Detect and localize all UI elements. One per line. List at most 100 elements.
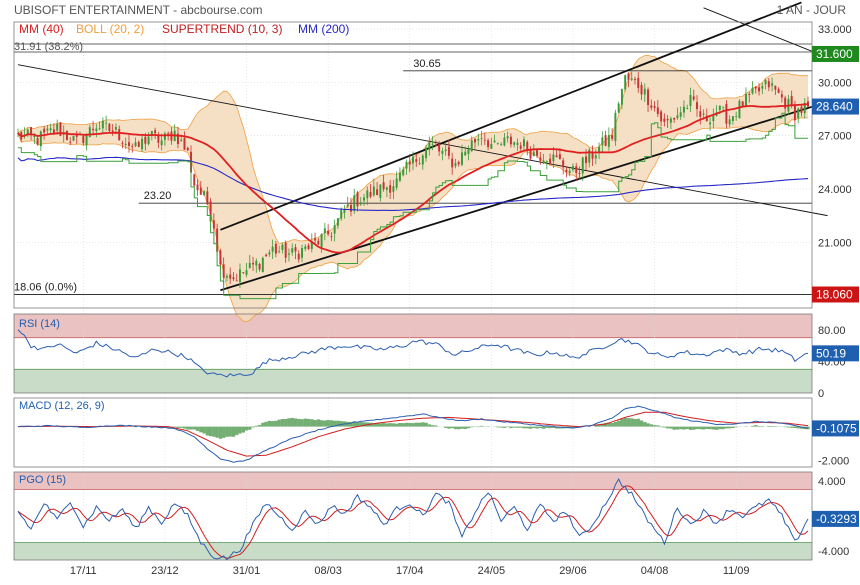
macd-bar [454, 427, 457, 430]
macd-bar [330, 420, 333, 426]
candle-body [125, 144, 127, 145]
candle-body [102, 121, 104, 129]
pgo-title: PGO (15) [19, 474, 66, 486]
candle-body [180, 140, 182, 141]
candle-body [738, 101, 740, 118]
candle-body [797, 109, 799, 119]
candle-body [66, 131, 68, 140]
x-tick-label: 23/12 [151, 565, 179, 577]
candle-body [559, 154, 561, 159]
candle-221 [738, 99, 740, 119]
macd-bar [327, 420, 330, 427]
candle-body [184, 138, 186, 150]
macd-title: MACD (12, 26, 9) [19, 400, 105, 412]
candle-body [451, 159, 453, 168]
candle-body [637, 78, 639, 88]
candle-body [144, 137, 146, 144]
candle-body [582, 157, 584, 173]
candle-body [40, 131, 42, 146]
macd-bar [323, 421, 326, 427]
candle-body [510, 137, 512, 145]
macd-bar [793, 427, 796, 428]
macd-bar [447, 427, 450, 429]
macd-bar [232, 427, 235, 437]
macd-bar [699, 427, 702, 430]
macd-bar [522, 427, 525, 429]
candle-body [73, 136, 75, 141]
price-badge-2-text: 18.060 [816, 287, 853, 301]
macd-bar [398, 423, 401, 427]
macd-bar [754, 425, 757, 427]
candle-body [641, 85, 643, 94]
macd-bar [212, 427, 215, 437]
macd-bar [532, 427, 535, 428]
candle-body [347, 205, 349, 207]
macd-bar [784, 427, 787, 428]
rsi-y-tick-label: 0 [818, 388, 824, 400]
macd-badge-text: -0.1075 [816, 421, 857, 435]
candle-body [494, 141, 496, 143]
macd-bar [715, 427, 718, 430]
candle-body [579, 173, 581, 174]
macd-bar [669, 427, 672, 429]
macd-bar [751, 426, 754, 427]
candle-body [425, 148, 427, 158]
macd-bar [287, 418, 290, 426]
candle-body [464, 152, 466, 156]
candle-body [252, 263, 254, 264]
macd-bar [271, 421, 274, 427]
macd-bar [519, 427, 522, 428]
candle-body [432, 144, 434, 145]
x-tick-label: 17/04 [396, 565, 424, 577]
macd-bar [310, 419, 313, 426]
macd-bar [529, 427, 532, 429]
macd-bar [405, 423, 408, 427]
macd-bar [457, 427, 460, 430]
macd-bar [238, 427, 241, 434]
candle-body [503, 138, 505, 146]
candle-body [585, 157, 587, 163]
candle-body [419, 163, 421, 164]
candle-body [409, 162, 411, 165]
candle-body [128, 142, 130, 146]
candle-body [383, 182, 385, 189]
macd-bar [500, 427, 503, 428]
candle-body [477, 139, 479, 140]
price-badge-1: 28.640 [812, 99, 859, 115]
macd-bar [434, 425, 437, 426]
macd-bar [173, 427, 176, 428]
candle-body [43, 129, 45, 133]
rsi-overbought-zone [14, 314, 812, 338]
macd-bar [718, 427, 721, 430]
macd-bar [183, 427, 186, 429]
candle-body [784, 98, 786, 109]
candle-body [791, 96, 793, 105]
candle-body [458, 162, 460, 164]
candle-body [676, 115, 678, 118]
candle-183 [614, 110, 616, 146]
macd-bar [516, 427, 519, 428]
candle-body [314, 238, 316, 240]
candle-body [255, 261, 257, 266]
candle-186 [624, 75, 626, 92]
candle-body [259, 264, 261, 270]
macd-bar [646, 423, 649, 426]
candle-body [288, 254, 290, 255]
candle-body [663, 119, 665, 122]
candle-body [735, 116, 737, 117]
candle-body [546, 161, 548, 162]
candle-body [562, 160, 564, 167]
macd-bar [526, 427, 529, 429]
candle-body [108, 124, 110, 131]
macd-bar [421, 422, 424, 426]
candle-15 [66, 131, 68, 141]
candle-body [595, 155, 597, 158]
candle-body [131, 146, 133, 147]
candle-body [200, 187, 202, 194]
macd-bar [705, 427, 708, 429]
macd-bar [294, 418, 297, 426]
candle-body [357, 192, 359, 206]
macd-bar [728, 427, 731, 429]
macd-bar [653, 425, 656, 426]
candle-body [412, 157, 414, 164]
